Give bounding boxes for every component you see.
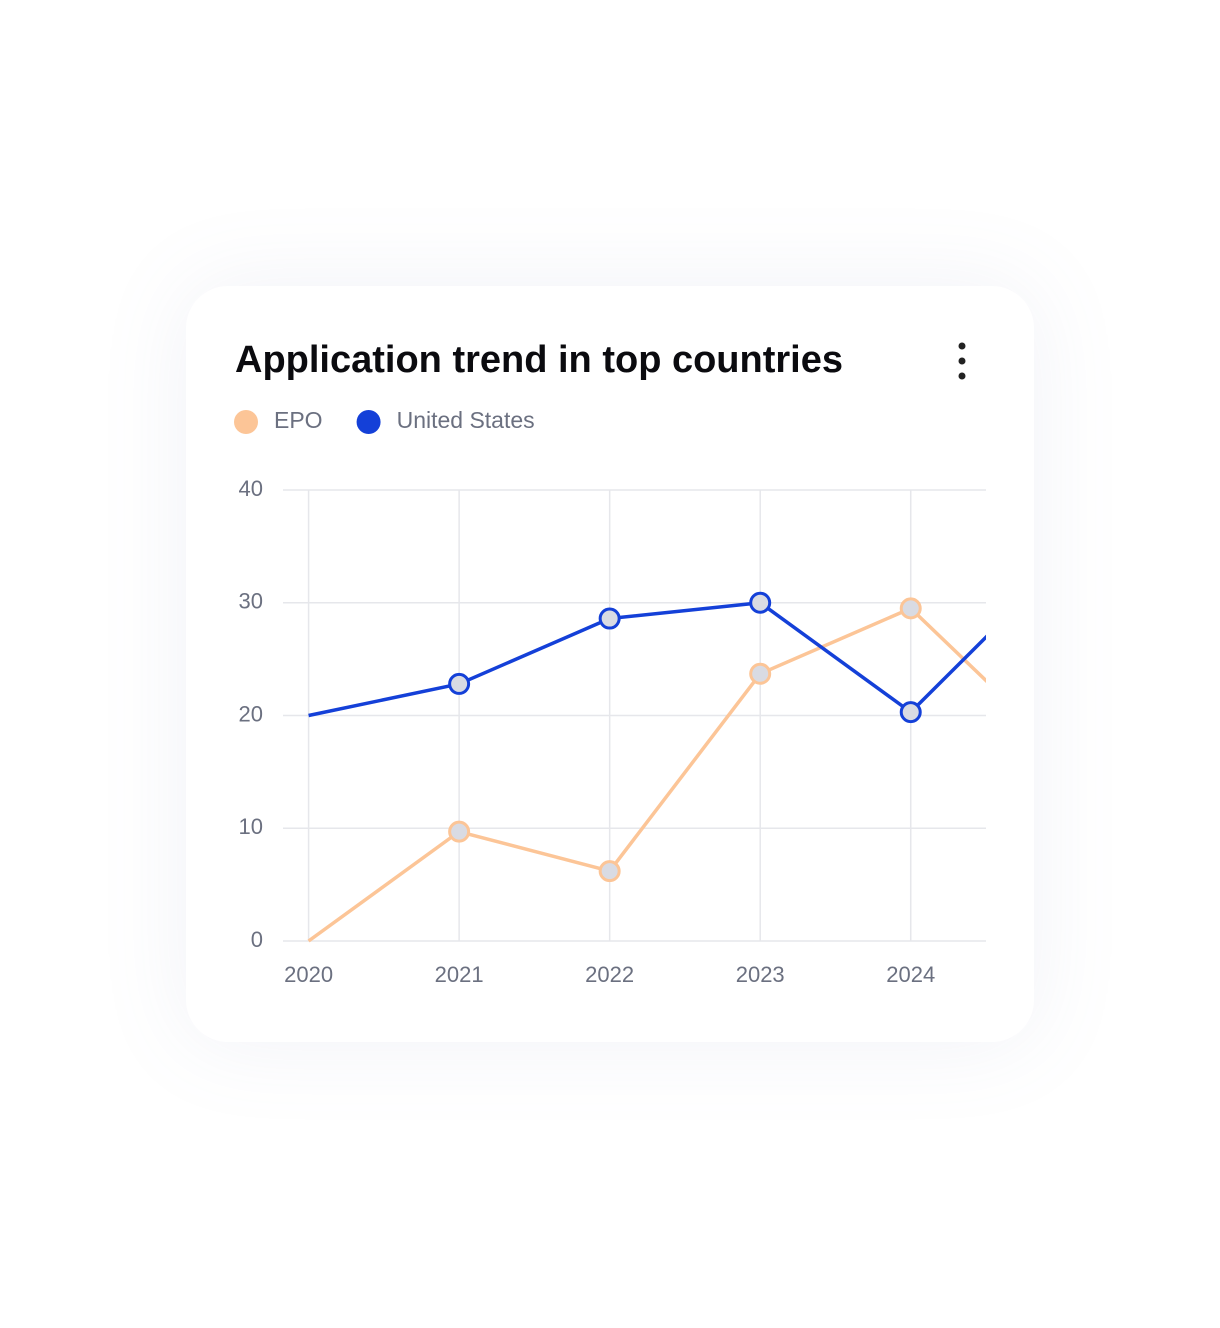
- point-marker: [749, 591, 772, 614]
- y-tick-label: 10: [239, 814, 263, 839]
- y-tick-label: 20: [239, 701, 263, 726]
- series-line: [308, 601, 986, 718]
- y-tick-label: 0: [251, 927, 263, 952]
- x-tick-label: 2022: [585, 962, 634, 987]
- y-tick-label: 30: [239, 589, 263, 614]
- legend-label: United States: [397, 407, 535, 433]
- point-marker: [448, 820, 471, 843]
- point-marker: [448, 672, 471, 695]
- series-line: [307, 606, 986, 943]
- legend-swatch: [356, 410, 381, 434]
- x-tick-label: 2021: [435, 962, 484, 987]
- menu-dot: [958, 357, 966, 365]
- point-marker: [598, 860, 621, 883]
- menu-dot: [958, 372, 966, 380]
- point-marker: [1052, 553, 1071, 572]
- legend-label: EPO: [274, 407, 323, 433]
- menu-dot: [958, 342, 966, 350]
- x-tick-label: 2024: [886, 962, 935, 987]
- x-tick-label: 2023: [736, 962, 785, 987]
- point-marker: [598, 607, 621, 630]
- chart-title: Application trend in top countries: [235, 339, 843, 381]
- y-tick-label: 40: [239, 476, 263, 501]
- point-marker: [899, 701, 922, 724]
- point-marker: [899, 597, 922, 620]
- x-tick-label: 2020: [284, 962, 333, 987]
- legend-swatch: [234, 410, 258, 434]
- menu-button[interactable]: [958, 342, 966, 380]
- point-marker: [1052, 743, 1071, 762]
- point-marker: [749, 662, 772, 685]
